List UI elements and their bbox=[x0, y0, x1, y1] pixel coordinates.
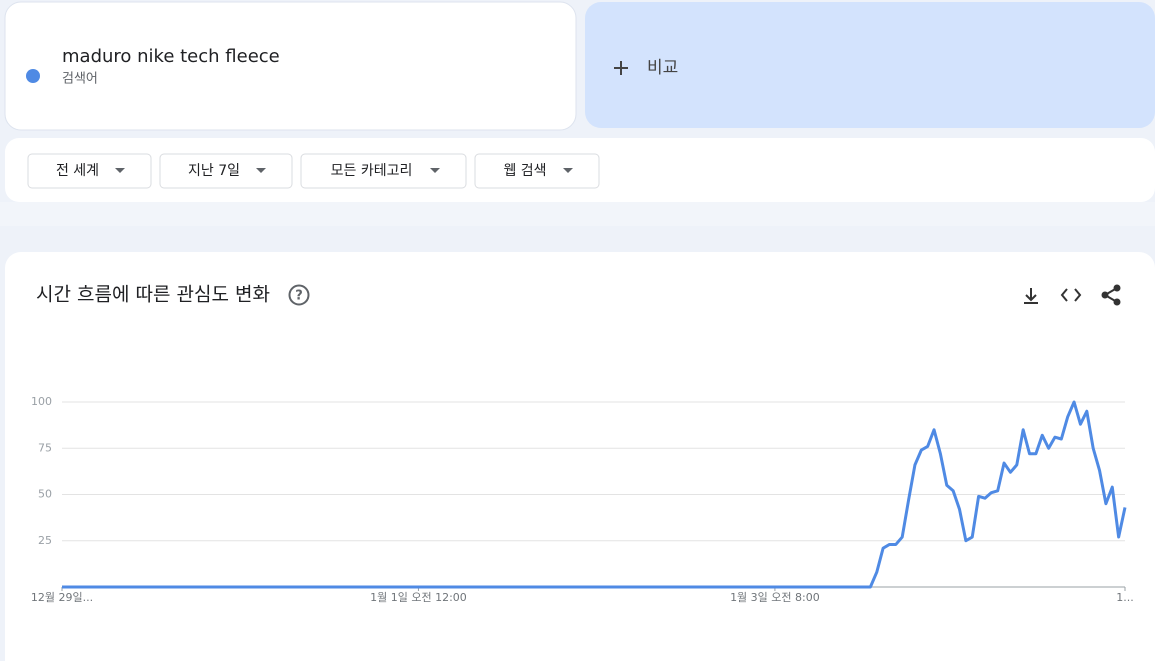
filter-label: 모든 카테고리 bbox=[331, 163, 413, 179]
filter-button-box bbox=[474, 153, 600, 189]
plus-icon bbox=[614, 61, 628, 75]
dropdown-arrow bbox=[563, 168, 573, 173]
embed-icon[interactable] bbox=[1060, 288, 1082, 302]
x-tick-label: 1월 3일 오전 8:00 bbox=[730, 590, 820, 604]
filter-button-box bbox=[300, 153, 467, 189]
download-icon[interactable] bbox=[1024, 288, 1038, 304]
filter-button-box bbox=[27, 153, 152, 189]
filter-label: 웹 검색 bbox=[503, 163, 546, 179]
dropdown-arrow bbox=[430, 168, 440, 173]
filter-label: 지난 7일 bbox=[188, 163, 240, 179]
x-tick-label: 1월 1일 오전 12:00 bbox=[370, 590, 467, 604]
filter-button[interactable]: 모든 카테고리 bbox=[300, 153, 467, 189]
filter-button-box bbox=[159, 153, 293, 189]
y-tick-label: 25 bbox=[38, 534, 52, 547]
compare-label: 비교 bbox=[647, 58, 678, 78]
trend-line bbox=[62, 400, 1127, 589]
x-tick-label: 12월 29일... bbox=[31, 590, 93, 604]
term-color-dot bbox=[26, 69, 40, 83]
y-tick-label: 100 bbox=[31, 395, 52, 408]
filter-label: 전 세계 bbox=[56, 163, 99, 179]
filter-button[interactable]: 웹 검색 bbox=[474, 153, 600, 189]
chart-card bbox=[5, 252, 1155, 661]
dropdown-arrow bbox=[256, 168, 266, 173]
term-card[interactable] bbox=[4, 1, 577, 131]
y-tick-label: 75 bbox=[38, 441, 52, 454]
chart-title: 시간 흐름에 따른 관심도 변화 bbox=[36, 284, 270, 306]
filter-button[interactable]: 지난 7일 bbox=[159, 153, 293, 189]
dropdown-arrow bbox=[115, 168, 125, 173]
separator bbox=[0, 202, 1155, 226]
svg-text:?: ? bbox=[295, 289, 303, 304]
share-icon[interactable] bbox=[1101, 284, 1121, 306]
help-icon[interactable]: ? bbox=[288, 284, 310, 306]
search-term-caption: 검색어 bbox=[62, 72, 98, 87]
filter-button[interactable]: 전 세계 bbox=[27, 153, 152, 189]
y-tick-label: 50 bbox=[38, 488, 52, 501]
x-tick-label: 1... bbox=[1116, 591, 1134, 604]
compare-card[interactable] bbox=[585, 2, 1155, 128]
search-term: maduro nike tech fleece bbox=[62, 46, 280, 67]
